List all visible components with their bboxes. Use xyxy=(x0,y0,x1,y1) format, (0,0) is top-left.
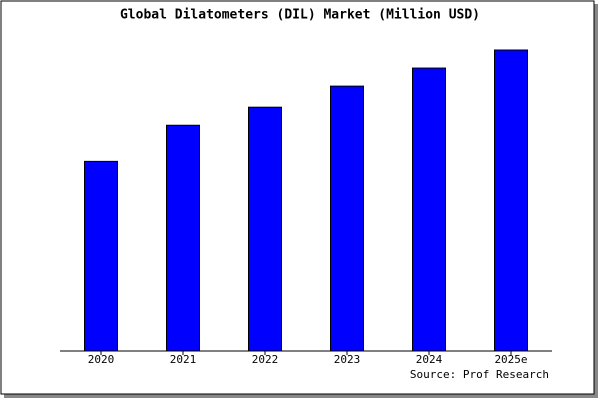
bar xyxy=(84,160,118,352)
bar xyxy=(166,124,200,352)
bar xyxy=(494,49,528,352)
x-tick-label: 2022 xyxy=(252,353,279,366)
x-tick-label: 2024 xyxy=(416,353,443,366)
bar xyxy=(412,67,446,352)
bar xyxy=(248,106,282,352)
x-tick-label: 2020 xyxy=(88,353,115,366)
x-tick-label: 2025e xyxy=(494,353,527,366)
source-note: Source: Prof Research xyxy=(410,368,549,381)
x-tick-label: 2023 xyxy=(334,353,361,366)
chart-title: Global Dilatometers (DIL) Market (Millio… xyxy=(120,8,480,23)
bar xyxy=(330,85,364,352)
x-tick-label: 2021 xyxy=(170,353,197,366)
